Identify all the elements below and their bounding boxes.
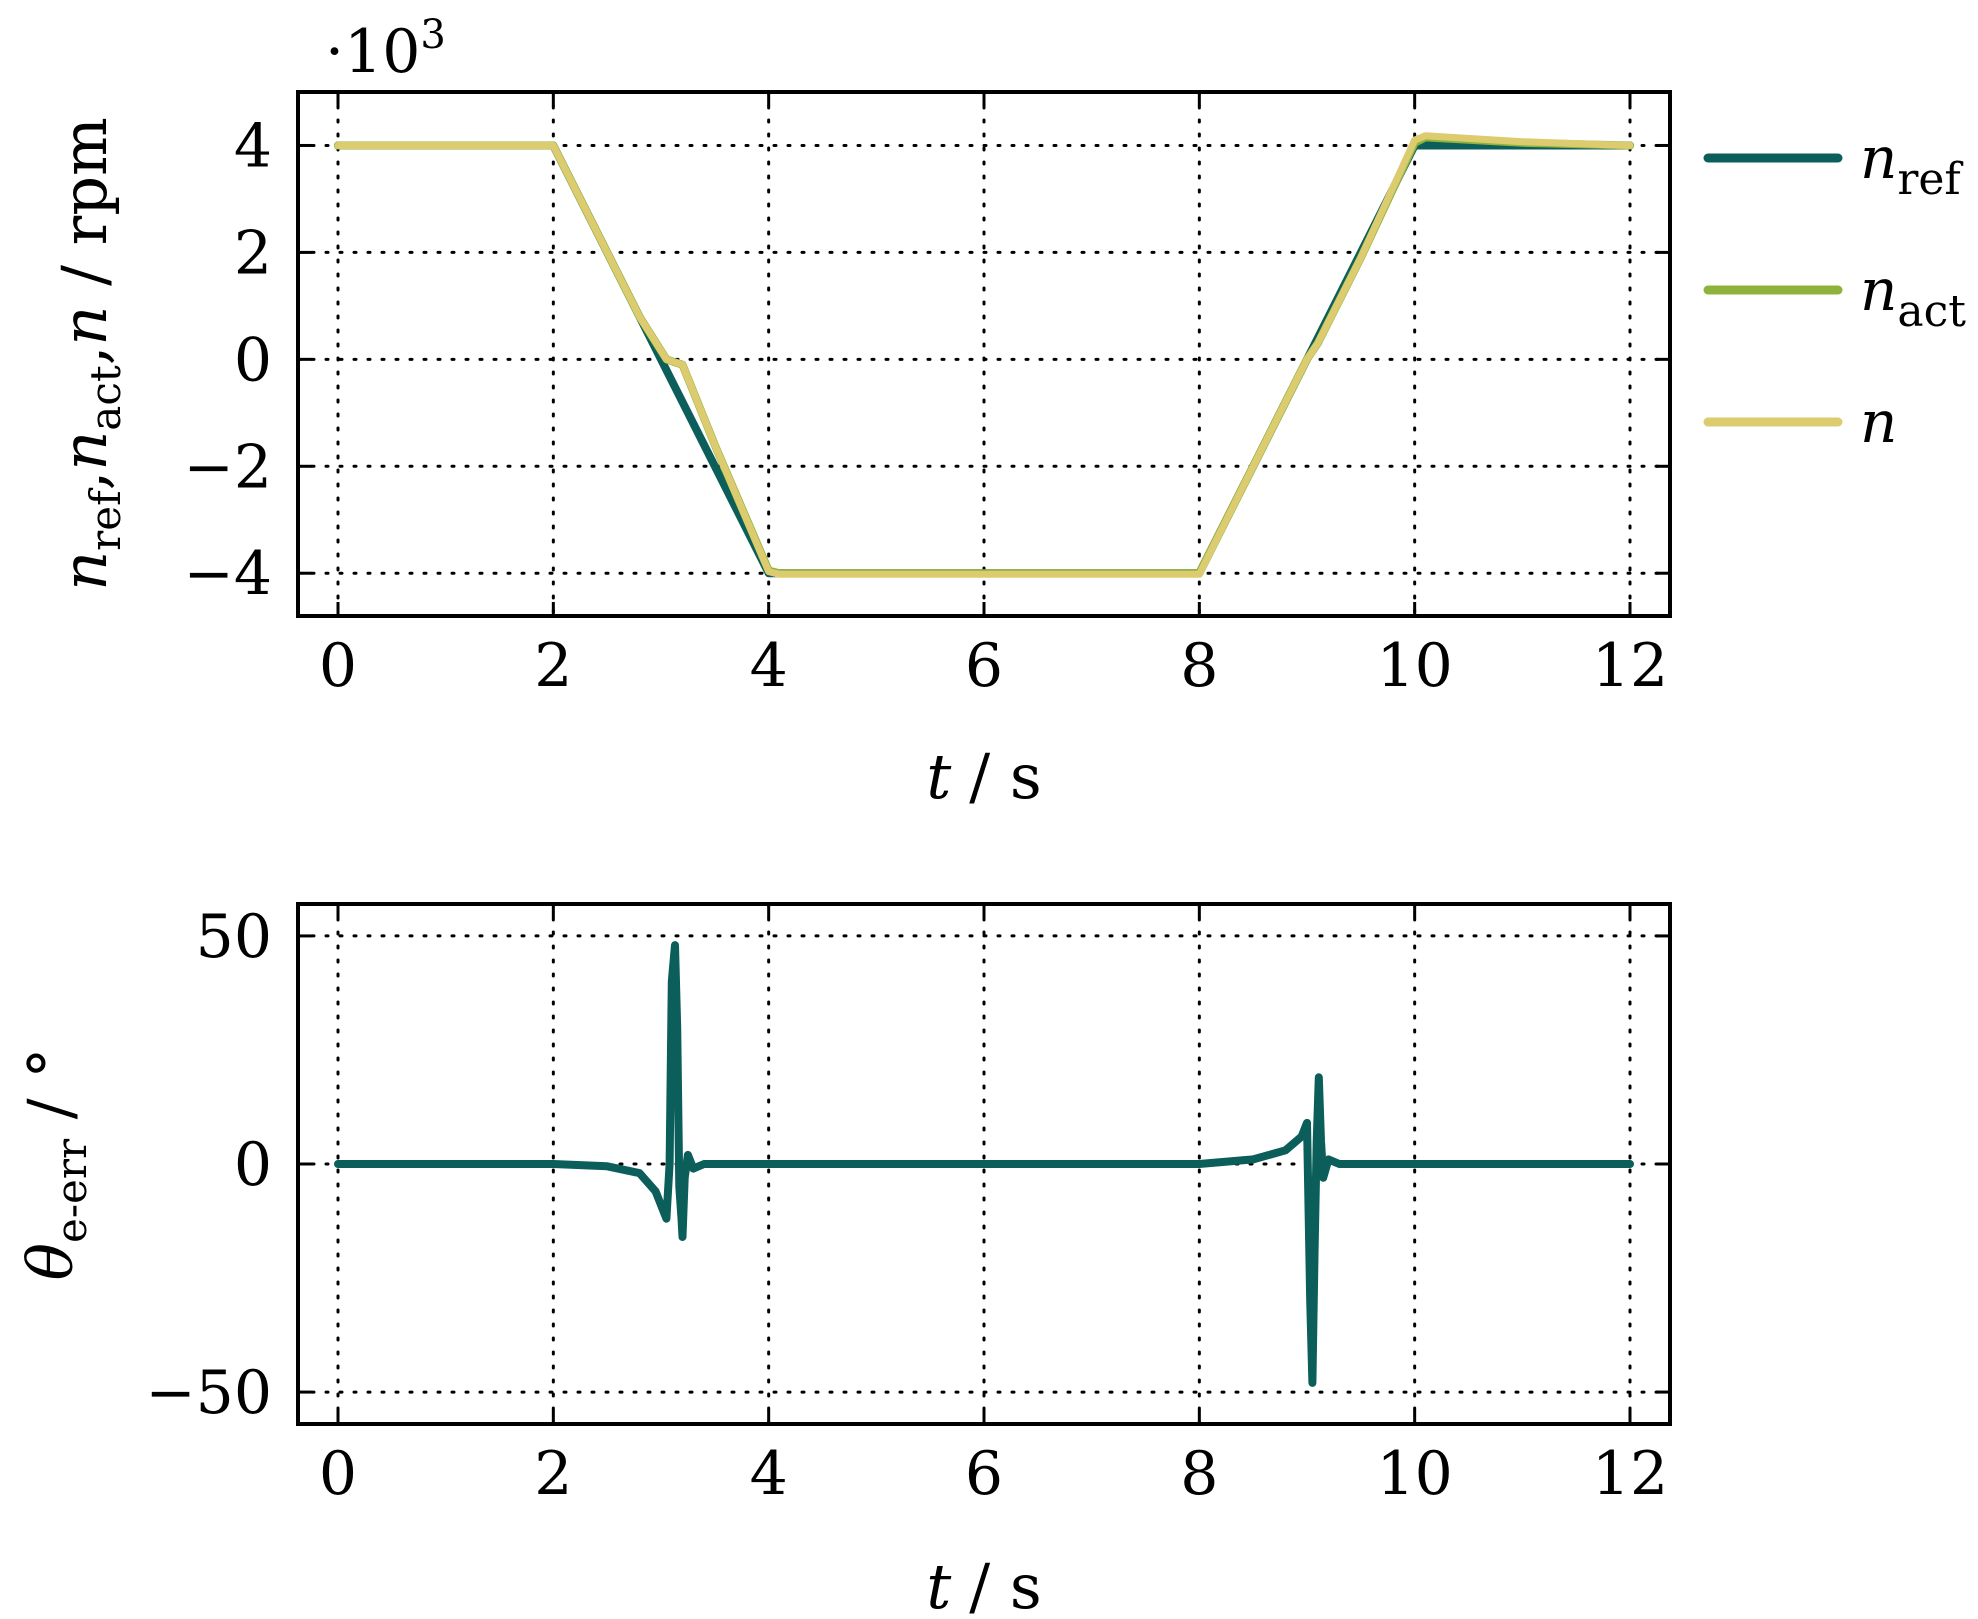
angle-error-x-tick-label: 8: [1180, 1439, 1218, 1509]
angle-error-y-tick-label: 50: [196, 902, 272, 972]
speed-y-tick-label: 4: [234, 111, 272, 181]
speed-y-tick-label: 0: [234, 325, 272, 395]
angle-error-x-axis-label: t / s: [926, 1550, 1041, 1619]
speed-series: [334, 132, 1634, 578]
angle-error-x-tick-label: 2: [534, 1439, 572, 1509]
speed-grid: [296, 90, 1672, 618]
speed-x-tick-label: 10: [1376, 631, 1452, 701]
speed-y-tick-label: 2: [234, 218, 272, 288]
angle-error-series-theta: [334, 941, 1634, 1387]
speed-x-tick-label: 4: [750, 631, 788, 701]
speed-y-axis-label: nref,nact,n / rpm: [48, 117, 130, 591]
speed-y-tick-label: −2: [184, 432, 272, 502]
legend-label-n: n: [1860, 388, 1897, 456]
angle-error-y-axis-label: θe-err / °: [14, 1048, 96, 1281]
angle-error-x-tick-label: 12: [1592, 1439, 1668, 1509]
speed-x-axis-label: t / s: [926, 740, 1041, 813]
angle-error-x-tick-label: 4: [750, 1439, 788, 1509]
speed-x-tick-label: 6: [965, 631, 1003, 701]
angle-error-x-tick-label: 6: [965, 1439, 1003, 1509]
speed-x-tick-label: 8: [1180, 631, 1218, 701]
speed-y-tick-label: −4: [184, 539, 272, 609]
angle-error-x-tick-label: 10: [1376, 1439, 1452, 1509]
angle-error-chart: 0 2 4 6 8 10 12 50 0 −50 θe-err / ° t / s: [14, 902, 1672, 1619]
legend-label-n-ref: nref: [1860, 124, 1963, 205]
speed-multiplier-label: ·103: [325, 12, 446, 87]
speed-plot-frame: [296, 90, 1672, 618]
legend-label-n-act: nact: [1860, 256, 1966, 337]
speed-ticks: 0 2 4 6 8 10 12 4 2 0 −2 −4: [184, 92, 1670, 701]
speed-x-tick-label: 0: [319, 631, 357, 701]
speed-series-n: [334, 132, 1634, 578]
angle-error-y-tick-label: −50: [145, 1358, 272, 1428]
speed-x-tick-label: 2: [534, 631, 572, 701]
speed-legend: nref nact n: [1703, 124, 1966, 456]
angle-error-x-tick-label: 0: [319, 1439, 357, 1509]
angle-error-ticks: 0 2 4 6 8 10 12 50 0 −50: [145, 902, 1670, 1509]
speed-x-tick-label: 12: [1592, 631, 1668, 701]
angle-error-series: [334, 941, 1634, 1387]
angle-error-y-tick-label: 0: [234, 1130, 272, 1200]
